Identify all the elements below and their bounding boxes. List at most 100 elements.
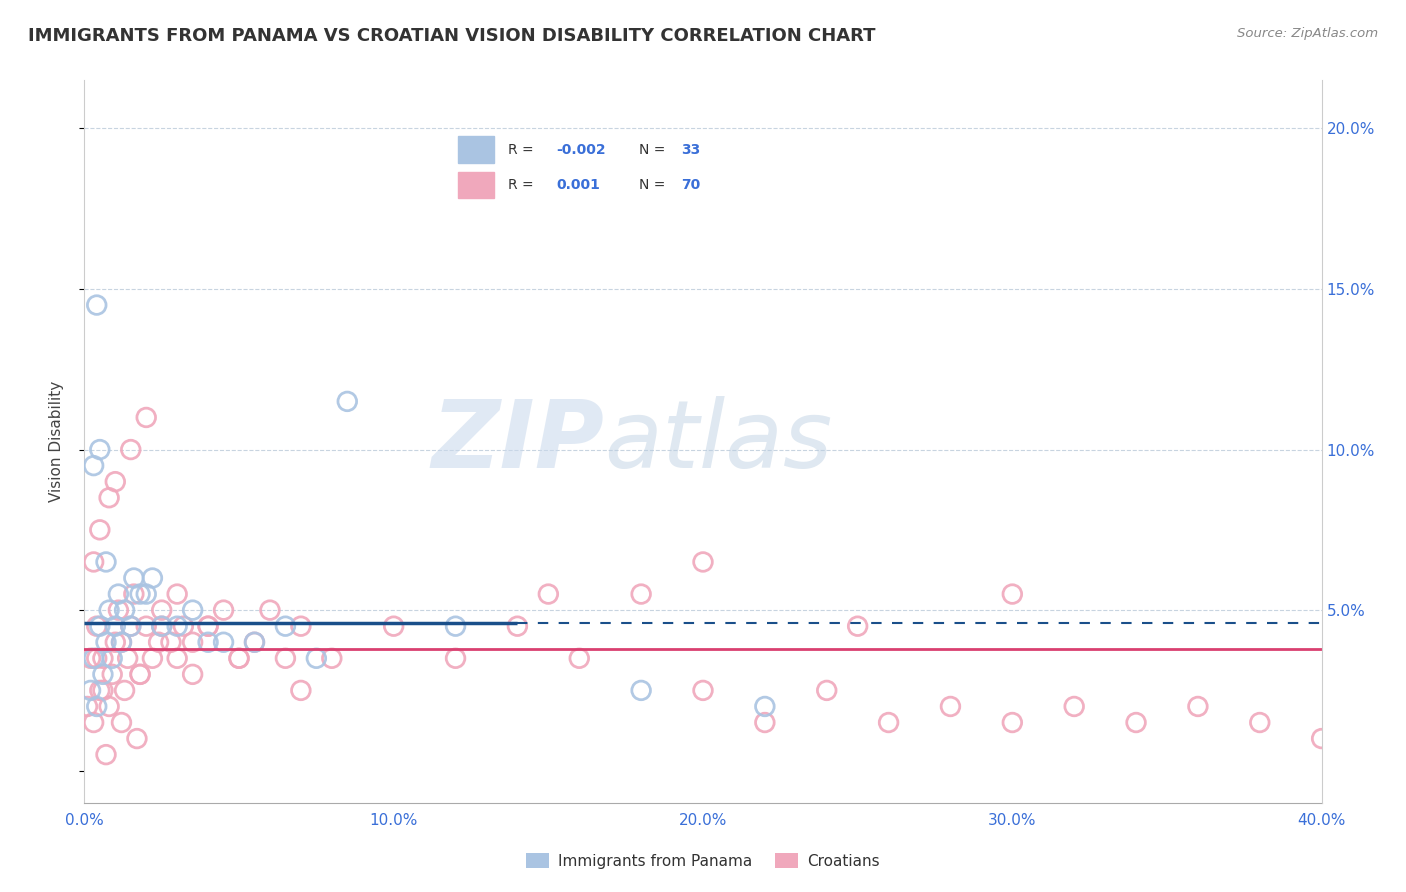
Point	[107, 603, 129, 617]
Point	[228, 651, 250, 665]
Point	[336, 394, 359, 409]
Y-axis label: Vision Disability: Vision Disability	[49, 381, 63, 502]
Point	[172, 619, 194, 633]
Point	[815, 683, 838, 698]
Point	[98, 699, 121, 714]
Point	[86, 651, 108, 665]
Point	[114, 603, 136, 617]
Point	[79, 651, 101, 665]
Point	[197, 635, 219, 649]
Point	[148, 635, 170, 649]
Point	[94, 747, 117, 762]
Point	[1001, 715, 1024, 730]
Point	[1249, 715, 1271, 730]
Point	[110, 635, 132, 649]
Point	[89, 619, 111, 633]
Point	[259, 603, 281, 617]
Point	[197, 619, 219, 633]
Point	[135, 410, 157, 425]
Point	[754, 715, 776, 730]
Point	[104, 635, 127, 649]
Point	[110, 715, 132, 730]
Point	[212, 603, 235, 617]
Point	[228, 651, 250, 665]
Text: ZIP: ZIP	[432, 395, 605, 488]
Point	[877, 715, 900, 730]
Point	[114, 683, 136, 698]
Point	[630, 683, 652, 698]
Point	[150, 603, 173, 617]
Point	[444, 651, 467, 665]
Point	[104, 619, 127, 633]
Point	[125, 731, 148, 746]
Point	[110, 635, 132, 649]
Point	[91, 651, 114, 665]
Point	[290, 683, 312, 698]
Point	[1001, 587, 1024, 601]
Point	[89, 523, 111, 537]
Point	[129, 667, 152, 681]
Point	[89, 683, 111, 698]
Point	[86, 298, 108, 312]
Point	[160, 635, 183, 649]
Point	[91, 683, 114, 698]
Point	[212, 635, 235, 649]
Point	[568, 651, 591, 665]
Point	[150, 619, 173, 633]
Point	[122, 571, 145, 585]
Point	[120, 619, 142, 633]
Point	[129, 667, 152, 681]
Point	[101, 651, 124, 665]
Point	[120, 442, 142, 457]
Point	[94, 555, 117, 569]
Point	[86, 619, 108, 633]
Point	[290, 619, 312, 633]
Point	[181, 603, 204, 617]
Point	[305, 651, 328, 665]
Point	[1063, 699, 1085, 714]
Point	[197, 619, 219, 633]
Point	[274, 651, 297, 665]
Point	[98, 491, 121, 505]
Point	[117, 651, 139, 665]
Point	[150, 619, 173, 633]
Point	[141, 571, 163, 585]
Point	[79, 683, 101, 698]
Point	[101, 667, 124, 681]
Point	[181, 635, 204, 649]
Point	[274, 619, 297, 633]
Point	[181, 667, 204, 681]
Point	[83, 458, 105, 473]
Point	[83, 651, 105, 665]
Point	[692, 683, 714, 698]
Text: Source: ZipAtlas.com: Source: ZipAtlas.com	[1237, 27, 1378, 40]
Point	[83, 555, 105, 569]
Point	[166, 619, 188, 633]
Point	[166, 651, 188, 665]
Point	[104, 475, 127, 489]
Point	[89, 442, 111, 457]
Point	[135, 619, 157, 633]
Point	[444, 619, 467, 633]
Point	[129, 587, 152, 601]
Point	[321, 651, 343, 665]
Point	[1310, 731, 1333, 746]
Point	[91, 667, 114, 681]
Point	[94, 635, 117, 649]
Text: IMMIGRANTS FROM PANAMA VS CROATIAN VISION DISABILITY CORRELATION CHART: IMMIGRANTS FROM PANAMA VS CROATIAN VISIO…	[28, 27, 876, 45]
Point	[166, 587, 188, 601]
Point	[122, 587, 145, 601]
Point	[76, 699, 98, 714]
Point	[243, 635, 266, 649]
Point	[86, 699, 108, 714]
Point	[846, 619, 869, 633]
Point	[83, 715, 105, 730]
Point	[120, 619, 142, 633]
Text: atlas: atlas	[605, 396, 832, 487]
Point	[382, 619, 405, 633]
Point	[537, 587, 560, 601]
Point	[692, 555, 714, 569]
Point	[754, 699, 776, 714]
Point	[506, 619, 529, 633]
Point	[1125, 715, 1147, 730]
